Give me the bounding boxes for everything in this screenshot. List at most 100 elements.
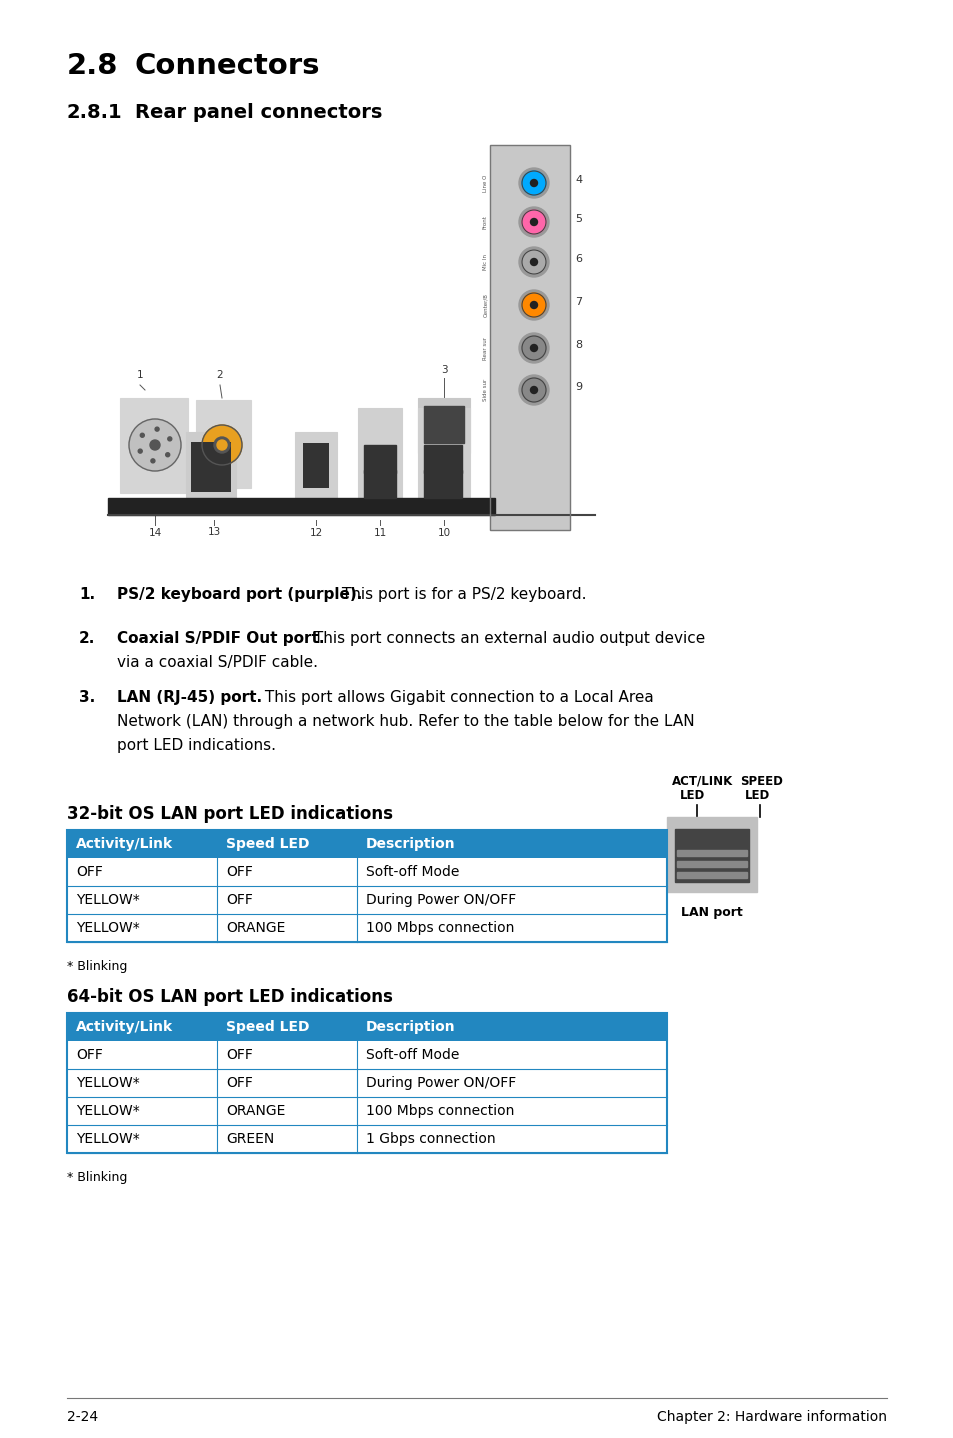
Text: Connectors: Connectors: [135, 52, 320, 81]
Text: PS/2 keyboard port (purple).: PS/2 keyboard port (purple).: [117, 587, 362, 603]
Bar: [490, 145, 569, 531]
Bar: [108, 498, 495, 515]
Circle shape: [138, 449, 142, 453]
Bar: [666, 817, 757, 892]
Circle shape: [151, 459, 154, 463]
Text: 3.: 3.: [79, 690, 95, 705]
Text: ORANGE: ORANGE: [226, 1104, 285, 1117]
Text: Mic In: Mic In: [482, 255, 488, 270]
Text: Side sur: Side sur: [482, 378, 488, 401]
Circle shape: [530, 259, 537, 266]
Bar: [191, 441, 231, 492]
Bar: [67, 830, 666, 942]
Bar: [677, 861, 746, 867]
Text: OFF: OFF: [226, 1048, 253, 1063]
Circle shape: [530, 302, 537, 309]
Circle shape: [521, 171, 545, 196]
Bar: [417, 398, 470, 453]
Circle shape: [530, 180, 537, 187]
Text: OFF: OFF: [226, 866, 253, 879]
Circle shape: [518, 207, 548, 237]
Circle shape: [521, 250, 545, 275]
Text: 9: 9: [575, 383, 581, 393]
Circle shape: [518, 290, 548, 321]
Bar: [67, 1041, 666, 1068]
Text: 6: 6: [575, 255, 581, 265]
Text: Coaxial S/PDIF Out port.: Coaxial S/PDIF Out port.: [117, 631, 324, 646]
Circle shape: [168, 437, 172, 441]
Text: port LED indications.: port LED indications.: [117, 738, 275, 754]
Bar: [67, 886, 666, 915]
Text: * Blinking: * Blinking: [67, 961, 128, 974]
Text: 8: 8: [575, 339, 581, 349]
Text: 7: 7: [575, 298, 581, 306]
Circle shape: [530, 387, 537, 394]
Bar: [67, 858, 666, 886]
Text: This port is for a PS/2 keyboard.: This port is for a PS/2 keyboard.: [336, 587, 586, 603]
Text: YELLOW*: YELLOW*: [76, 893, 139, 907]
Circle shape: [140, 433, 144, 437]
Text: OFF: OFF: [226, 1076, 253, 1090]
Text: 12: 12: [309, 528, 322, 538]
Text: Description: Description: [366, 1020, 456, 1034]
Text: LED: LED: [679, 789, 704, 802]
Text: 11: 11: [373, 528, 386, 538]
Text: 100 Mbps connection: 100 Mbps connection: [366, 920, 514, 935]
Text: 2: 2: [216, 370, 223, 380]
Text: 13: 13: [207, 526, 220, 536]
Text: 64-bit OS LAN port LED indications: 64-bit OS LAN port LED indications: [67, 988, 393, 1007]
Text: Network (LAN) through a network hub. Refer to the table below for the LAN: Network (LAN) through a network hub. Ref…: [117, 715, 694, 729]
Circle shape: [530, 219, 537, 226]
Text: OFF: OFF: [226, 893, 253, 907]
Bar: [423, 406, 463, 443]
Text: 4: 4: [575, 175, 581, 186]
Text: LED: LED: [744, 789, 769, 802]
Text: This port allows Gigabit connection to a Local Area: This port allows Gigabit connection to a…: [260, 690, 653, 705]
Text: Rear panel connectors: Rear panel connectors: [135, 104, 382, 122]
Bar: [294, 431, 336, 498]
Circle shape: [155, 427, 159, 431]
Circle shape: [129, 418, 181, 472]
Bar: [677, 850, 746, 856]
Text: * Blinking: * Blinking: [67, 1171, 128, 1183]
Text: Description: Description: [366, 837, 456, 851]
Bar: [677, 871, 746, 879]
Text: 100 Mbps connection: 100 Mbps connection: [366, 1104, 514, 1117]
Text: 2.8.1: 2.8.1: [67, 104, 123, 122]
Text: Soft-off Mode: Soft-off Mode: [366, 1048, 459, 1063]
Text: Activity/Link: Activity/Link: [76, 837, 172, 851]
Circle shape: [518, 334, 548, 362]
Text: Soft-off Mode: Soft-off Mode: [366, 866, 459, 879]
Circle shape: [518, 168, 548, 198]
Bar: [195, 400, 251, 487]
Text: Activity/Link: Activity/Link: [76, 1020, 172, 1034]
Bar: [417, 408, 470, 498]
Text: OFF: OFF: [76, 1048, 103, 1063]
Circle shape: [216, 440, 227, 450]
Text: Line O: Line O: [482, 174, 488, 191]
Text: YELLOW*: YELLOW*: [76, 1132, 139, 1146]
Text: 1 Gbps connection: 1 Gbps connection: [366, 1132, 496, 1146]
Bar: [67, 1097, 666, 1125]
Circle shape: [521, 378, 545, 403]
Bar: [303, 443, 329, 487]
Circle shape: [166, 453, 170, 457]
Text: YELLOW*: YELLOW*: [76, 1076, 139, 1090]
Bar: [357, 408, 401, 498]
Circle shape: [518, 375, 548, 406]
Bar: [67, 915, 666, 942]
Text: ACT/LINK: ACT/LINK: [671, 775, 733, 788]
Circle shape: [521, 210, 545, 234]
Bar: [490, 145, 569, 531]
Text: 5: 5: [575, 214, 581, 224]
Bar: [186, 431, 235, 500]
Text: GREEN: GREEN: [226, 1132, 274, 1146]
Text: 2.: 2.: [79, 631, 95, 646]
Circle shape: [518, 247, 548, 278]
Circle shape: [150, 440, 160, 450]
Text: 32-bit OS LAN port LED indications: 32-bit OS LAN port LED indications: [67, 805, 393, 823]
Text: This port connects an external audio output device: This port connects an external audio out…: [309, 631, 704, 646]
Bar: [67, 830, 666, 858]
Text: Center/B: Center/B: [482, 293, 488, 316]
Text: SPEED: SPEED: [740, 775, 782, 788]
